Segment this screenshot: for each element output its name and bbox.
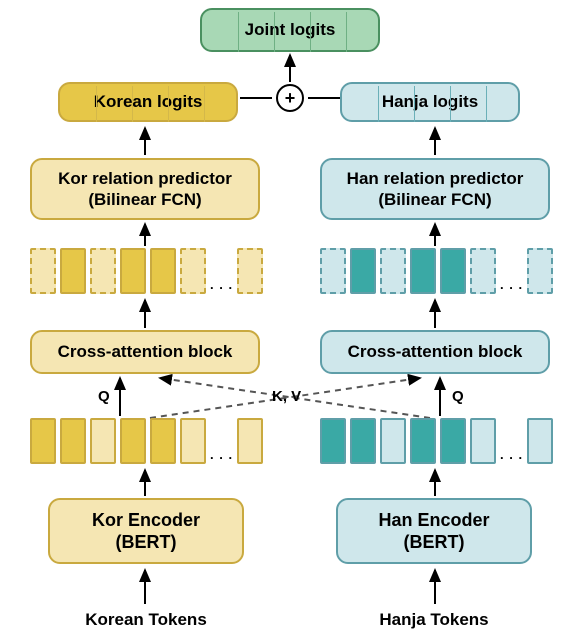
plus-glyph: + <box>285 88 296 109</box>
kor-predictor-line1: Kor relation predictor <box>58 168 232 189</box>
han-encoder-block: Han Encoder (BERT) <box>336 498 532 564</box>
kor-mid-tokens: . . . <box>30 248 263 294</box>
kor-predictor-line2: (Bilinear FCN) <box>58 189 232 210</box>
joint-logits-label: Joint logits <box>245 19 336 40</box>
hanja-tokens-input-label: Hanja Tokens <box>379 610 488 630</box>
q-label-left: Q <box>98 388 110 405</box>
han-predictor-line1: Han relation predictor <box>347 168 524 189</box>
q-label-right: Q <box>452 388 464 405</box>
han-relation-predictor-block: Han relation predictor (Bilinear FCN) <box>320 158 550 220</box>
kor-cross-attention-block: Cross-attention block <box>30 330 260 374</box>
han-predictor-line2: (Bilinear FCN) <box>347 189 524 210</box>
korean-tokens-input-label: Korean Tokens <box>85 610 207 630</box>
korean-logits-block: Korean logits <box>58 82 238 122</box>
han-mid-tokens: . . . <box>320 248 553 294</box>
architecture-diagram: Joint logits + Korean logits Hanja logit… <box>0 0 580 644</box>
kor-encoder-line2: (BERT) <box>92 531 200 554</box>
han-encoder-line1: Han Encoder <box>378 509 489 532</box>
plus-combine-node: + <box>276 84 304 112</box>
kor-encoder-block: Kor Encoder (BERT) <box>48 498 244 564</box>
han-cross-attn-label: Cross-attention block <box>348 341 523 362</box>
kor-encoder-line1: Kor Encoder <box>92 509 200 532</box>
han-cross-attention-block: Cross-attention block <box>320 330 550 374</box>
hanja-logits-block: Hanja logits <box>340 82 520 122</box>
kor-encoder-output-tokens: . . . <box>30 418 263 464</box>
korean-logits-label: Korean logits <box>94 91 203 112</box>
kor-cross-attn-label: Cross-attention block <box>58 341 233 362</box>
hanja-logits-label: Hanja logits <box>382 91 478 112</box>
kor-relation-predictor-block: Kor relation predictor (Bilinear FCN) <box>30 158 260 220</box>
han-encoder-output-tokens: . . . <box>320 418 553 464</box>
han-encoder-line2: (BERT) <box>378 531 489 554</box>
kv-label: K, V <box>272 388 301 405</box>
joint-logits-block: Joint logits <box>200 8 380 52</box>
